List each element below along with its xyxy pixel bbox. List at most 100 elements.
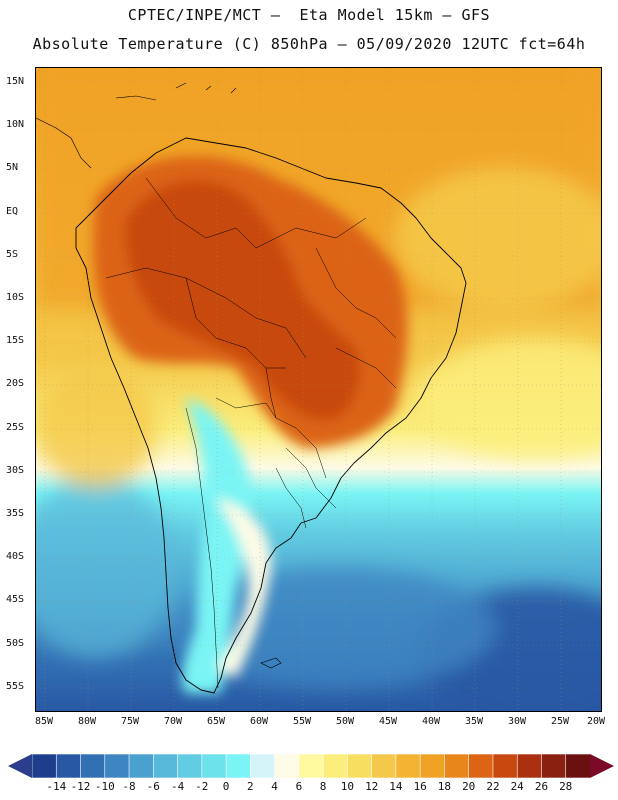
colorbar-tick-label: 6 [295, 780, 303, 793]
colorbar-swatch [468, 753, 494, 779]
colorbar-tick-label: 26 [534, 780, 549, 793]
central-america-coast [36, 117, 92, 169]
coastlines [75, 137, 467, 694]
lon-label: 30W [507, 716, 527, 727]
colorbar-swatch [322, 753, 349, 779]
lon-label: 50W [335, 716, 355, 727]
colorbar-tick-label: -8 [122, 780, 136, 793]
colorbar-swatch [250, 753, 276, 779]
colorbar-tick-label: -14 [46, 780, 67, 793]
andes-cool-strip [181, 398, 251, 693]
lon-label: 65W [206, 716, 226, 727]
lon-label: 25W [550, 716, 570, 727]
lat-label: 20S [6, 378, 25, 389]
caribbean-islands [115, 95, 157, 101]
lon-label: 75W [120, 716, 140, 727]
temperature-map [35, 67, 602, 712]
colorbar-swatch [516, 753, 543, 779]
colorbar-tick-label: 16 [413, 780, 427, 793]
colorbar-swatch [347, 753, 373, 779]
country-borders [105, 177, 397, 689]
lat-label: 10N [6, 119, 25, 130]
colorbar-tick-label: -4 [170, 780, 185, 793]
lat-label: EQ [6, 206, 19, 217]
colorbar-tick-label: 28 [559, 780, 573, 793]
lat-label: 5N [6, 162, 19, 173]
colorbar-tick-label: 4 [271, 780, 278, 793]
colorbar-swatch [492, 753, 519, 779]
lon-label: 55W [292, 716, 312, 727]
colorbar-tick-label: -6 [146, 780, 160, 793]
colorbar-swatch [225, 753, 252, 779]
lon-label: 85W [34, 716, 54, 727]
border-segment [145, 177, 367, 249]
colorbar-swatch [419, 753, 446, 779]
lon-label: 60W [249, 716, 269, 727]
colorbar-swatch [177, 753, 203, 779]
lat-label: 5S [6, 249, 19, 260]
lat-label: 40S [6, 551, 25, 562]
lon-label: 40W [421, 716, 441, 727]
lat-label: 45S [6, 594, 25, 605]
colorbar-tick-label: 0 [222, 780, 230, 793]
lon-label: 20W [586, 716, 606, 727]
colorbar-tick-label: 14 [389, 780, 403, 793]
lat-label: 25S [6, 422, 25, 433]
border-segment [215, 397, 277, 419]
colorbar-high-arrow [590, 754, 614, 778]
chart-title-line2: Absolute Temperature (C) 850hPa – 05/09/… [32, 35, 586, 53]
south-america-coastline [75, 137, 467, 694]
pacific-cool-patch [36, 478, 176, 658]
colorbar-tick-label: 22 [486, 780, 500, 793]
colorbar-swatch [395, 753, 421, 779]
lon-label: 80W [77, 716, 97, 727]
colorbar-swatch [565, 753, 591, 779]
colorbar-swatch [104, 753, 130, 779]
colorbar-swatch [274, 753, 300, 779]
border-segment [285, 447, 337, 509]
lat-label: 35S [6, 508, 25, 519]
colorbar-tick-label: 2 [246, 780, 254, 793]
colorbar-swatch [55, 753, 82, 779]
lon-label: 70W [163, 716, 183, 727]
colorbar-tick-label: 24 [510, 780, 524, 793]
colorbar-tick-label: 20 [462, 780, 476, 793]
colorbar-tick-label: 18 [437, 780, 452, 793]
colorbar-tick-label: 10 [340, 780, 355, 793]
lat-label: 50S [6, 638, 25, 649]
lat-label: 55S [6, 681, 25, 692]
colorbar-tick-label: -12 [70, 780, 91, 793]
border-segment [185, 407, 219, 689]
islands [36, 82, 282, 669]
map-canvas [36, 68, 601, 711]
border-segment [275, 467, 307, 529]
colorbar-tick-label: 12 [365, 780, 379, 793]
colorbar-swatch [444, 753, 470, 779]
colorbar-swatch [201, 753, 227, 779]
border-segment [185, 277, 286, 369]
border-segment [265, 367, 327, 479]
colorbar-tick-label: -2 [195, 780, 209, 793]
colorbar-swatch [80, 753, 106, 779]
colorbar-swatch [128, 753, 155, 779]
colorbar-swatch [298, 753, 324, 779]
chart-title-line1: CPTEC/INPE/MCT – Eta Model 15km – GFS [127, 6, 491, 24]
subtropical-yellow [416, 338, 601, 458]
colorbar-swatch [541, 753, 567, 779]
pacific-yellow [36, 368, 156, 488]
border-segment [315, 247, 397, 339]
lon-label: 45W [378, 716, 398, 727]
lat-label: 15S [6, 335, 25, 346]
lon-label: 35W [464, 716, 484, 727]
lat-label: 30S [6, 465, 25, 476]
colorbar-tick-label: -10 [94, 780, 115, 793]
colorbar-low-arrow [8, 754, 32, 778]
colorbar-tick-label: 8 [319, 780, 327, 793]
lat-label: 10S [6, 292, 25, 303]
lat-label: 15N [6, 76, 25, 87]
colorbar-swatches [31, 753, 591, 779]
antilles [175, 82, 237, 94]
border-segment [105, 267, 307, 359]
colorbar-swatch [31, 753, 58, 779]
